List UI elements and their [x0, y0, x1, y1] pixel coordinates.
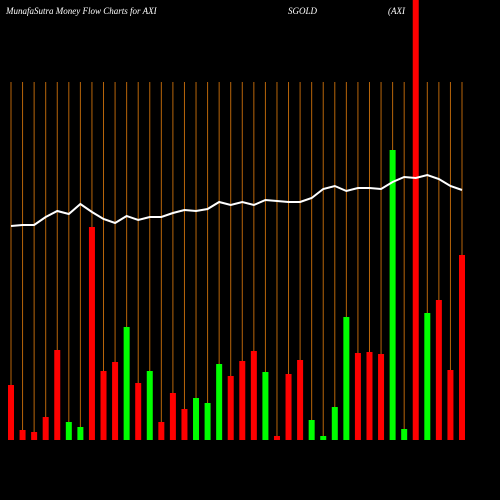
- bar: [146, 371, 153, 440]
- bar: [447, 370, 454, 440]
- bar: [65, 422, 72, 440]
- bar: [424, 313, 431, 440]
- bar: [181, 409, 188, 440]
- bar: [308, 420, 315, 440]
- chart-title: MunafaSutra Money Flow Charts for AXI: [5, 6, 158, 16]
- bar: [100, 371, 107, 440]
- bar: [158, 422, 165, 440]
- bar: [459, 255, 465, 440]
- line: [10, 173, 463, 227]
- bar: [77, 427, 84, 440]
- bar: [273, 436, 280, 440]
- bar: [54, 350, 61, 440]
- bar: [412, 0, 419, 440]
- bar: [31, 432, 38, 440]
- bar: [401, 429, 408, 440]
- bar: [193, 398, 200, 440]
- bar: [169, 393, 176, 440]
- bar: [389, 150, 396, 440]
- bar: [42, 417, 49, 440]
- bar: [262, 372, 269, 440]
- bar: [135, 383, 142, 440]
- bar: [378, 354, 385, 440]
- bar: [19, 430, 26, 440]
- bar: [366, 352, 373, 440]
- bar: [8, 385, 14, 440]
- bar: [343, 317, 350, 440]
- bar: [239, 361, 246, 440]
- bar: [88, 227, 95, 440]
- bar: [320, 436, 327, 440]
- bar: [216, 364, 223, 440]
- bar: [354, 353, 361, 440]
- bar: [331, 407, 338, 440]
- bar: [204, 403, 211, 440]
- bar: [227, 376, 234, 440]
- bar: [285, 374, 292, 440]
- annotation: (AXI: [388, 6, 406, 16]
- bar: [297, 360, 304, 440]
- chart-subtitle: SGOLD: [288, 6, 318, 16]
- bar: [435, 300, 442, 440]
- bar: [250, 351, 257, 440]
- bar: [112, 362, 119, 440]
- bar: [123, 327, 130, 440]
